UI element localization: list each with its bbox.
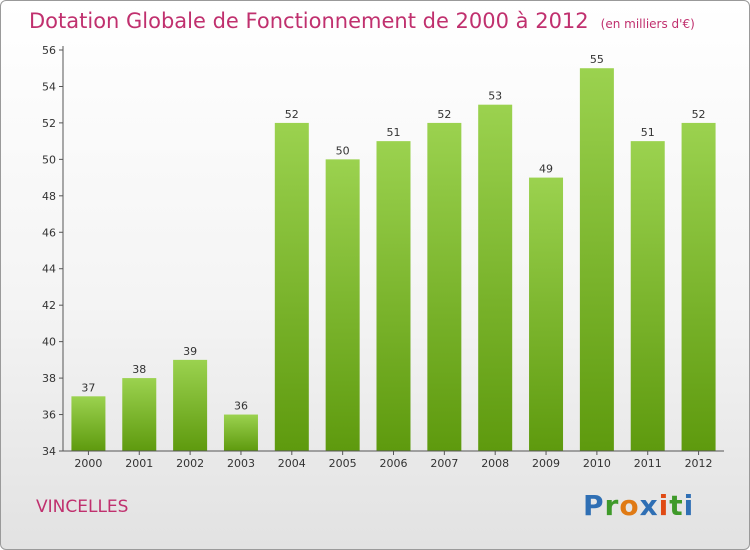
bar (529, 177, 564, 451)
x-axis: 2000 2001 2002 2003 2004 2005 2006 2007 2008 2009… (63, 450, 724, 470)
y-tick-label: 34 (42, 445, 56, 458)
bar-value-label: 37 (81, 381, 95, 394)
chart-title-text: Dotation Globale de Fonctionnement de 20… (29, 9, 589, 33)
bar-value-label: 39 (183, 345, 197, 358)
bar (173, 359, 208, 451)
logo-letter: r (604, 489, 620, 522)
bar-value-label: 55 (590, 53, 604, 66)
bar-value-label: 38 (132, 363, 146, 376)
y-axis: 34 36 38 40 42 44 46 48 50 52 54 56 (42, 44, 64, 458)
y-tick-label: 54 (42, 80, 56, 93)
bar (325, 159, 360, 451)
x-tick-label: 2002 (176, 457, 204, 470)
proxiti-logo: Proxiti (583, 489, 694, 522)
x-tick-label: 2006 (380, 457, 408, 470)
y-tick-label: 44 (42, 263, 56, 276)
chart-subtitle: (en milliers d'€) (600, 17, 695, 31)
bar-value-label: 51 (641, 126, 655, 139)
x-tick-label: 2003 (227, 457, 255, 470)
bar (71, 396, 106, 451)
logo-letter: i (683, 489, 695, 522)
y-tick-label: 42 (42, 299, 56, 312)
logo-letter: t (669, 489, 684, 522)
logo-letter: o (619, 489, 640, 522)
bar-value-label: 52 (692, 108, 706, 121)
y-tick-label: 50 (42, 153, 56, 166)
bar-value-label: 36 (234, 400, 248, 413)
bar (579, 68, 614, 452)
bar (630, 141, 665, 452)
x-tick-label: 2012 (685, 457, 713, 470)
x-tick-label: 2010 (583, 457, 611, 470)
chart-title: Dotation Globale de Fonctionnement de 20… (29, 9, 695, 33)
bar-value-label: 53 (488, 90, 502, 103)
logo-letter: x (639, 489, 659, 522)
bar-value-label: 51 (387, 126, 401, 139)
logo-letter: P (583, 489, 605, 522)
x-tick-label: 2001 (125, 457, 153, 470)
x-tick-label: 2005 (329, 457, 357, 470)
bar (274, 122, 309, 451)
bar (478, 104, 513, 451)
x-tick-label: 2009 (532, 457, 560, 470)
bar-value-label: 52 (285, 108, 299, 121)
bar-value-label: 50 (336, 144, 350, 157)
y-tick-label: 36 (42, 409, 56, 422)
bar-value-label: 49 (539, 163, 553, 176)
bar (376, 141, 411, 452)
bar (427, 122, 462, 451)
y-tick-label: 46 (42, 226, 56, 239)
x-tick-label: 2008 (481, 457, 509, 470)
bar (681, 122, 716, 451)
commune-name: VINCELLES (36, 497, 129, 517)
logo-letter: i (658, 489, 670, 522)
x-tick-label: 2000 (74, 457, 102, 470)
y-tick-label: 40 (42, 336, 56, 349)
x-tick-label: 2007 (430, 457, 458, 470)
y-tick-label: 38 (42, 372, 56, 385)
y-tick-label: 48 (42, 190, 56, 203)
bar-value-label: 52 (437, 108, 451, 121)
bar (223, 414, 258, 451)
bar-series: 37 38 39 36 52 50 51 52 53 49 55 51 52 (71, 53, 716, 452)
y-tick-label: 56 (42, 44, 56, 57)
x-tick-label: 2011 (634, 457, 662, 470)
bar (122, 378, 157, 451)
y-tick-label: 52 (42, 117, 56, 130)
x-tick-label: 2004 (278, 457, 306, 470)
